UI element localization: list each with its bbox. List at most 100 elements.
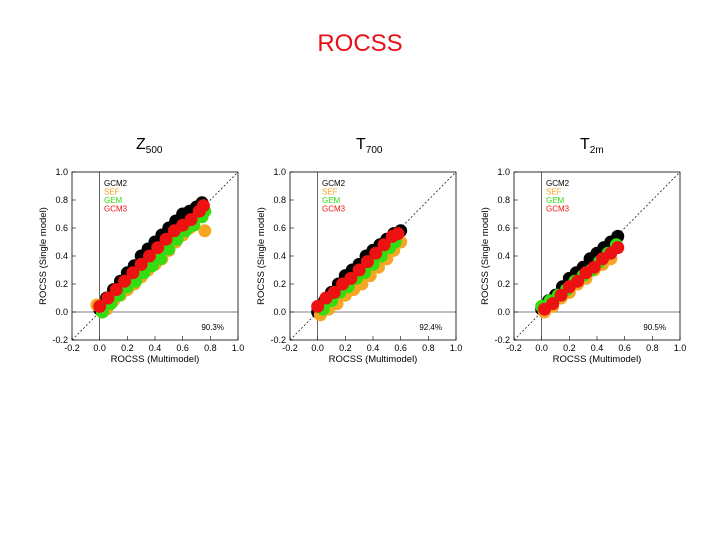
data-point-gcm3 — [159, 232, 173, 246]
y-axis-label: ROCSS (Single model) — [256, 207, 267, 305]
y-tick-label: 0.2 — [55, 279, 68, 289]
x-tick-label: 0.2 — [121, 343, 134, 353]
data-point-gcm3 — [118, 274, 132, 288]
data-point-gcm3 — [571, 274, 585, 288]
data-point-gcm3 — [546, 297, 560, 311]
reference-line — [71, 171, 239, 341]
data-point-gcm3 — [391, 227, 405, 241]
data-point-gcm3 — [360, 255, 374, 269]
data-point-gcm3 — [101, 291, 115, 305]
legend-entry-gem: GEM — [322, 196, 341, 205]
x-tick-label: -0.2 — [282, 343, 298, 353]
data-point-gcm3 — [109, 283, 123, 297]
x-tick-label: -0.2 — [506, 343, 522, 353]
y-tick-label: 0.2 — [273, 279, 286, 289]
y-tick-label: 0.8 — [497, 195, 510, 205]
data-point-gem — [162, 242, 176, 256]
percent-annotation: 92.4% — [419, 323, 442, 332]
legend-entry-gem: GEM — [546, 196, 565, 205]
x-axis-label: ROCSS (Multimodel) — [553, 354, 642, 365]
y-tick-label: 0.4 — [497, 251, 510, 261]
data-point-gcm3 — [184, 213, 198, 227]
data-point-gcm3 — [311, 299, 325, 313]
x-tick-label: 0.8 — [422, 343, 435, 353]
y-axis-label: ROCSS (Single model) — [38, 207, 49, 305]
data-point-gcm3 — [126, 266, 140, 280]
x-tick-label: 0.6 — [394, 343, 407, 353]
legend-entry-sef: SEF — [104, 188, 120, 197]
legend-entry-sef: SEF — [322, 188, 338, 197]
y-tick-label: 0.0 — [497, 307, 510, 317]
x-tick-label: 0.8 — [204, 343, 217, 353]
panel-title-sub: 500 — [145, 145, 163, 156]
data-point-gcm3 — [151, 241, 165, 255]
data-point-gem — [154, 252, 168, 266]
data-point-gcm3 — [142, 249, 156, 263]
x-tick-label: 0.6 — [618, 343, 631, 353]
x-tick-label: 1.0 — [232, 343, 245, 353]
scatter-panel-0: -0.2 0.0 0.2 0.4 0.6 0.8 1.0 -0.2 0.0 0.2 0.4 0.6 0.… — [38, 167, 244, 365]
y-axis-label: ROCSS (Single model) — [480, 207, 491, 305]
x-tick-label: 1.0 — [450, 343, 463, 353]
y-tick-label: 1.0 — [497, 167, 510, 177]
x-tick-label: 1.0 — [674, 343, 687, 353]
panel-title-sub: 700 — [365, 145, 383, 156]
x-axis-label: ROCSS (Multimodel) — [329, 354, 418, 365]
data-point-gcm3 — [377, 238, 391, 252]
panel-title-t2m: T2m — [580, 136, 604, 156]
panel-title-sub: 2m — [589, 145, 604, 156]
legend-entry-gcm3: GCM3 — [104, 205, 128, 214]
legend-entry-gcm2: GCM2 — [104, 179, 128, 188]
y-tick-label: -0.2 — [494, 335, 510, 345]
y-tick-label: 0.4 — [55, 251, 68, 261]
y-tick-label: 0.0 — [273, 307, 286, 317]
data-point-gcm3 — [93, 299, 107, 313]
reference-line — [513, 171, 681, 341]
panel-title-main: T — [580, 136, 590, 153]
data-point-gcm3 — [369, 246, 383, 260]
data-point-gcm3 — [554, 288, 568, 302]
data-point-gcm3 — [196, 199, 210, 213]
legend-entry-sef: SEF — [546, 188, 562, 197]
y-tick-label: 0.0 — [55, 307, 68, 317]
y-tick-label: -0.2 — [52, 335, 68, 345]
y-tick-label: 0.6 — [273, 223, 286, 233]
y-tick-label: 0.6 — [55, 223, 68, 233]
x-tick-label: 0.0 — [311, 343, 324, 353]
y-tick-label: 0.4 — [273, 251, 286, 261]
data-point-sef — [198, 224, 212, 238]
scatter-panel-1: -0.2 0.0 0.2 0.4 0.6 0.8 1.0 -0.2 0.0 0.2 0.4 0.6 0.… — [256, 167, 462, 365]
data-point-gcm3 — [611, 241, 625, 255]
x-axis-label: ROCSS (Multimodel) — [111, 354, 200, 365]
panel-title-main: Z — [136, 136, 146, 153]
data-point-gcm3 — [587, 260, 601, 274]
y-tick-label: 0.2 — [497, 279, 510, 289]
data-point-gcm3 — [327, 285, 341, 299]
x-tick-label: 0.2 — [339, 343, 352, 353]
y-tick-label: 1.0 — [55, 167, 68, 177]
panel-title-t700: T700 — [356, 136, 382, 156]
y-tick-label: 0.8 — [55, 195, 68, 205]
legend-entry-gem: GEM — [104, 196, 123, 205]
percent-annotation: 90.5% — [643, 323, 666, 332]
legend-entry-gcm2: GCM2 — [546, 179, 570, 188]
x-tick-label: 0.8 — [646, 343, 659, 353]
x-tick-label: 0.2 — [563, 343, 576, 353]
x-tick-label: 0.4 — [367, 343, 380, 353]
x-tick-label: 0.4 — [149, 343, 162, 353]
x-tick-label: 0.0 — [93, 343, 106, 353]
legend-entry-gcm3: GCM3 — [322, 205, 346, 214]
data-point-gcm3 — [344, 271, 358, 285]
panel-title-z500: Z500 — [136, 136, 162, 156]
percent-annotation: 90.3% — [201, 323, 224, 332]
y-tick-label: 0.8 — [273, 195, 286, 205]
data-point-gcm3 — [134, 257, 148, 271]
y-tick-label: 1.0 — [273, 167, 286, 177]
scatter-panel-2: -0.2 0.0 0.2 0.4 0.6 0.8 1.0 -0.2 0.0 0.2 0.4 0.6 0.… — [480, 167, 686, 365]
x-tick-label: 0.0 — [535, 343, 548, 353]
x-tick-label: 0.4 — [591, 343, 604, 353]
y-tick-label: -0.2 — [270, 335, 286, 345]
legend-entry-gcm2: GCM2 — [322, 179, 346, 188]
x-tick-label: -0.2 — [64, 343, 80, 353]
